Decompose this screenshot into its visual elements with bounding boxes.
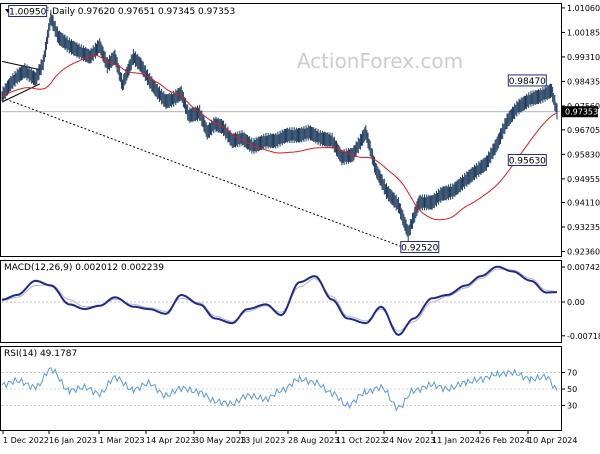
rsi-y-tick-label: 50 — [567, 385, 577, 394]
price-y-tick-label: 0.98435 — [567, 77, 600, 86]
macd-y-tick-label: -0.007186 — [567, 332, 600, 341]
price-annotation-label: 0.98470 — [509, 77, 546, 87]
watermark: ActionForex.com — [297, 49, 463, 73]
price-y-tick-label: 0.96705 — [567, 126, 600, 135]
price-annotation-label: 0.95630 — [509, 156, 546, 166]
macd-title: MACD(12,26,9) 0.002012 0.002239 — [4, 263, 164, 273]
price-bars — [1, 9, 558, 241]
x-tick-label: 16 Jan 2023 — [49, 436, 97, 445]
price-y-tick-label: 0.99310 — [567, 53, 600, 62]
price-annotation-box — [507, 74, 547, 87]
price-y-tick-label: 1.01060 — [567, 4, 600, 13]
price-y-tick-label: 0.92360 — [567, 248, 600, 257]
axes: 1.010601.001850.993100.984350.975600.967… — [2, 4, 600, 445]
rsi-panel-frame — [0, 346, 562, 431]
price-annotation-label: 1.00950 — [9, 8, 46, 18]
rsi-title: RSI(14) 49.1787 — [4, 349, 77, 359]
macd-signal-line — [1, 268, 558, 332]
x-tick-label: 26 Feb 2024 — [480, 436, 530, 445]
macd-y-tick-label: 0.00 — [567, 298, 585, 307]
price-y-tick-label: 0.93235 — [567, 223, 600, 232]
triangle-lower-line — [1, 83, 41, 103]
price-annotation-label: 0.92520 — [401, 244, 438, 254]
price-annotation-box — [400, 241, 440, 254]
x-tick-label: 14 Apr 2023 — [146, 436, 195, 445]
macd-line — [1, 265, 558, 336]
rsi-line — [1, 366, 558, 412]
macd-plot — [1, 265, 560, 336]
price-annotation-box — [8, 5, 48, 17]
price-panel-frame — [0, 3, 562, 257]
rsi-y-tick-label: 30 — [567, 401, 577, 410]
price-title: EURCHF,Daily 0.97620 0.97651 0.97345 0.9… — [13, 7, 235, 17]
x-tick-label: 1 Dec 2022 — [3, 436, 49, 445]
x-tick-label: 30 May 2023 — [194, 436, 246, 445]
x-tick-label: 11 Jan 2024 — [432, 436, 480, 445]
current-price-label: 0.97353 — [565, 108, 598, 117]
price-plot: 1.00950 0.98470 0.95630 0.92520 — [1, 5, 560, 254]
rsi-y-tick-label: 70 — [567, 369, 577, 378]
x-tick-label: 13 Jul 2023 — [240, 436, 285, 445]
price-y-tick-label: 0.94955 — [567, 175, 600, 184]
x-tick-label: 10 Apr 2024 — [528, 436, 577, 445]
price-annotation-box — [507, 153, 547, 166]
x-tick-label: 11 Oct 2023 — [336, 436, 385, 445]
current-price-box — [562, 106, 598, 118]
moving-average-line — [1, 55, 558, 221]
x-tick-label: 24 Nov 2023 — [384, 436, 435, 445]
price-y-tick-label: 0.94110 — [567, 199, 600, 208]
trendline — [1, 97, 403, 248]
x-tick-label: 28 Aug 2023 — [288, 436, 339, 445]
macd-y-tick-label: 0.007427 — [567, 263, 600, 272]
price-y-tick-label: 1.00185 — [567, 28, 600, 37]
x-tick-label: 1 Mar 2023 — [99, 436, 145, 445]
price-y-tick-label: 0.95830 — [567, 150, 600, 159]
rsi-plot — [1, 366, 560, 412]
triangle-upper-line — [1, 60, 41, 71]
